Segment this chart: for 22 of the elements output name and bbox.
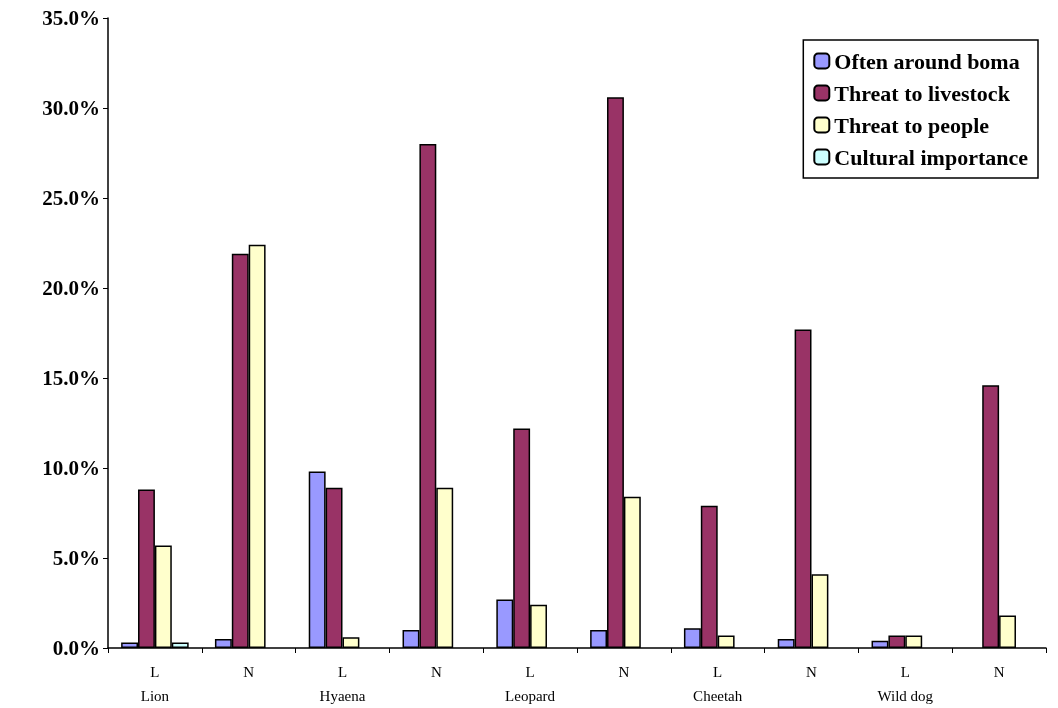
y-tick-label: 25.0% — [42, 186, 100, 210]
y-tick-label: 0.0% — [52, 636, 100, 660]
x-tick-label: L Wild dog — [877, 664, 934, 704]
x-tick-label: L Leopard — [505, 664, 556, 704]
y-tick-label: 30.0% — [42, 96, 100, 120]
x-tick-label: L Lion — [140, 664, 170, 704]
y-tick-label: 35.0% — [42, 6, 100, 30]
legend-label: Threat to livestock — [834, 80, 1011, 106]
legend-label: Threat to people — [834, 112, 990, 138]
x-tick-label: L Hyaena — [319, 664, 366, 704]
x-tick-label: N — [806, 664, 818, 680]
x-tick-label: N — [243, 664, 255, 680]
y-tick-label: 10.0% — [42, 456, 100, 480]
x-tick-label: N — [993, 664, 1005, 680]
y-tick-label: 20.0% — [42, 276, 100, 300]
x-tick-label: N — [618, 664, 630, 680]
x-tick-label: N — [430, 664, 442, 680]
legend-label: Cultural importance — [834, 144, 1029, 170]
x-tick-label: L Cheetah — [693, 664, 743, 704]
y-tick-label: 5.0% — [52, 546, 100, 570]
legend-label: Often around boma — [834, 48, 1020, 74]
y-tick-label: 15.0% — [42, 366, 100, 390]
